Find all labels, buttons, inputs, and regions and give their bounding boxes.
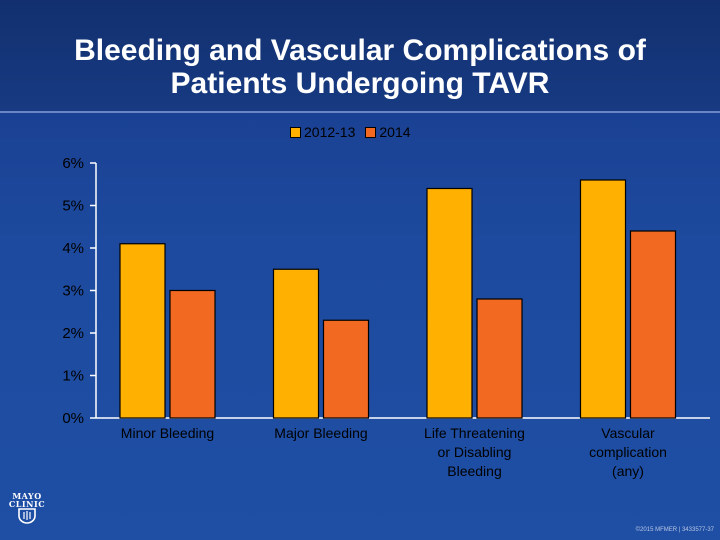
y-tick-label: 3% [62,283,84,300]
y-tick-label: 1% [62,368,84,385]
y-tick-label: 5% [62,198,84,215]
x-category-label-line: Bleeding [447,463,502,479]
x-category-label: Major Bleeding [274,425,367,441]
title-line-2: Patients Undergoing TAVR [170,67,550,100]
logo-text-line-2: CLINIC [8,499,46,509]
y-tick-label: 0% [62,410,84,427]
title-divider [0,111,720,113]
x-category-label-line: Major Bleeding [274,425,367,441]
logo-text-line-1: MAYO [12,491,42,501]
x-category-label: Vascular complication (any) [589,425,667,479]
y-tick-label: 4% [62,240,84,257]
legend-label-2012-13: 2012-13 [304,124,356,140]
y-tick-label: 6% [62,155,84,172]
legend-item-2014: 2014 [365,124,411,140]
bar-2014-1 [322,319,370,419]
x-category-label: Minor Bleeding [121,425,214,441]
bar-2012-13-1 [272,268,320,419]
x-category-label-line: (any) [612,463,644,479]
title-band [0,0,720,112]
bar-2014-2 [476,298,523,419]
legend-swatch-2012-13 [290,126,301,138]
x-category-label: Life Threatening or Disabling Bleeding [424,425,525,479]
x-category-label-line: Minor Bleeding [121,425,214,441]
legend-item-2012-13: 2012-13 [290,124,355,140]
x-category-label-line: Life Threatening [424,425,525,441]
x-category-label-line: Vascular [601,425,655,441]
bar-2012-13-0 [119,243,166,419]
y-tick-label: 2% [62,325,84,342]
legend-swatch-2014 [365,126,377,138]
page-title: Bleeding and Vascular Complications of P… [20,34,700,100]
bar-2012-13-2 [426,187,473,419]
title-line-1: Bleeding and Vascular Complications of [74,34,646,67]
bar-2012-13-3 [579,179,627,419]
legend-label-2014: 2014 [379,124,411,140]
x-category-label-line: complication [589,444,667,460]
chart-legend: 2012-13 2014 [290,124,411,140]
x-category-label-line: or Disabling [438,444,512,460]
mayo-clinic-logo: MAYO CLINIC [8,492,46,530]
shield-icon [18,508,36,524]
bar-2014-3 [629,230,677,419]
copyright-notice: ©2015 MFMER | 3433577-37 [635,527,714,533]
bar-2014-0 [169,289,216,419]
